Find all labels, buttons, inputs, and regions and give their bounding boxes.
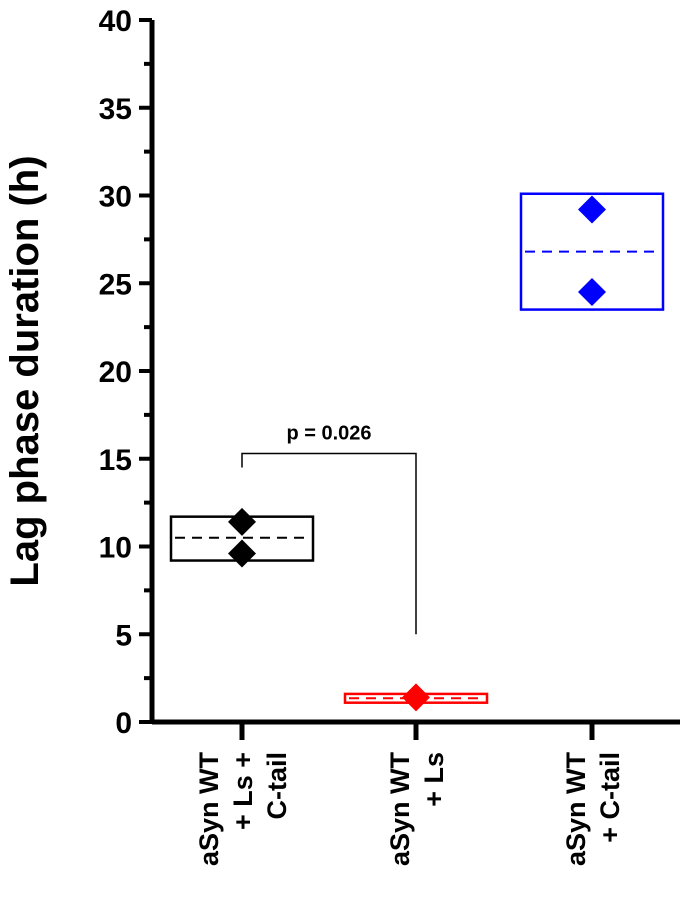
category-label-line: aSyn WT xyxy=(385,751,415,866)
box-group xyxy=(169,507,315,568)
box-series xyxy=(169,192,665,712)
data-point xyxy=(578,195,606,224)
y-axis: 0 5 10 15 20 25 30 35 40 xyxy=(99,5,155,740)
y-tick-label: 20 xyxy=(99,356,132,389)
y-tick-label: 15 xyxy=(99,444,132,477)
category-label-line: aSyn WT xyxy=(194,751,224,866)
y-tick-label: 40 xyxy=(99,5,132,38)
p-value-label: p = 0.026 xyxy=(286,422,371,444)
category-label-line: aSyn WT xyxy=(561,751,591,866)
y-tick-label: 35 xyxy=(99,93,132,126)
data-point xyxy=(228,539,256,568)
x-axis: aSyn WT + Ls + C-tail aSyn WT + Ls aSyn WT + C… xyxy=(152,719,680,866)
y-tick-label: 30 xyxy=(99,181,132,214)
data-point xyxy=(402,683,430,712)
box-group xyxy=(519,192,665,311)
y-tick-label: 10 xyxy=(99,532,132,565)
y-axis-title: Lag phase duration (h) xyxy=(3,155,47,586)
data-point xyxy=(578,278,606,307)
category-label-line: + Ls + xyxy=(228,752,258,830)
box xyxy=(519,192,665,311)
data-point xyxy=(228,507,256,536)
significance-bracket xyxy=(241,452,417,635)
category-label-line: + C-tail xyxy=(595,752,625,843)
y-tick-label: 25 xyxy=(99,268,132,301)
y-tick-label: 0 xyxy=(115,707,132,740)
category-label-line: + Ls xyxy=(419,752,449,807)
category-label-line: C-tail xyxy=(262,752,292,820)
box-group xyxy=(343,683,489,712)
y-tick-label: 5 xyxy=(115,619,132,652)
significance-annotation: p = 0.026 xyxy=(241,422,417,635)
